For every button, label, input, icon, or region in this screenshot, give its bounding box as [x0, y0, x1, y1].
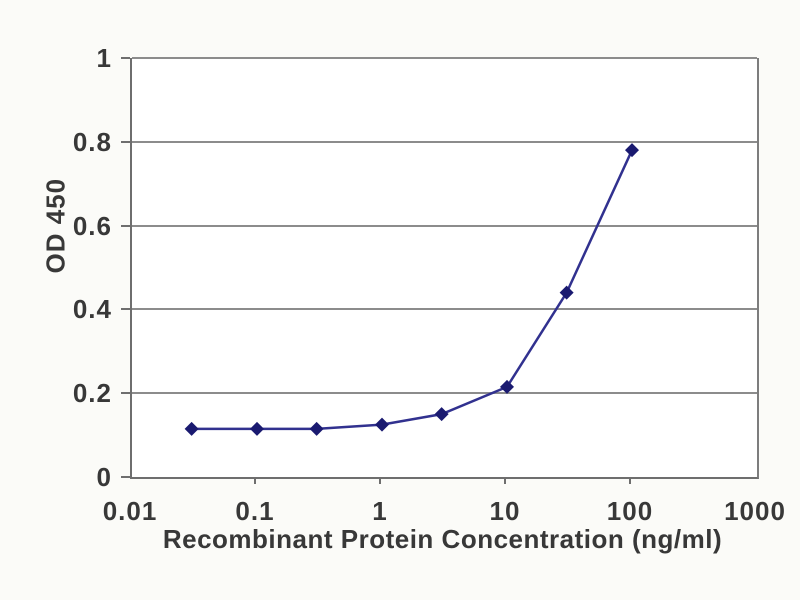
data-point-marker-0.1 — [250, 421, 264, 436]
y-tick-label-0: 0 — [96, 462, 112, 492]
data-point-marker-30 — [559, 285, 574, 300]
x-tick-label-0.01: 0.01 — [102, 496, 158, 526]
x-tick-mark-0.1 — [254, 477, 256, 484]
x-axis-title: Recombinant Protein Concentration (ng/ml… — [162, 524, 723, 554]
data-series-line — [184, 143, 639, 436]
x-tick-label-0.1: 0.1 — [235, 496, 275, 526]
gridline-y-0.4 — [132, 308, 757, 311]
y-tick-mark-0.8 — [121, 140, 130, 143]
y-tick-mark-0 — [121, 476, 130, 478]
y-tick-mark-0.2 — [121, 392, 130, 395]
data-point-marker-0.03 — [184, 421, 199, 436]
x-tick-label-1: 1 — [372, 496, 388, 526]
x-tick-mark-100 — [629, 477, 631, 484]
y-tick-label-1: 1 — [96, 43, 112, 73]
y-tick-label-0.2: 0.2 — [72, 378, 112, 409]
gridline-y-0.2 — [132, 392, 757, 395]
data-point-marker-1 — [375, 417, 389, 432]
y-tick-label-0.8: 0.8 — [72, 126, 112, 157]
gridline-y-0.6 — [132, 224, 757, 227]
x-tick-mark-1 — [379, 477, 381, 484]
gridline-y-1 — [132, 57, 757, 59]
series-polyline — [191, 149, 634, 431]
y-tick-mark-0.6 — [121, 224, 130, 227]
y-tick-label-0.4: 0.4 — [72, 294, 112, 325]
data-point-marker-3 — [434, 407, 449, 422]
x-tick-mark-10 — [504, 477, 506, 484]
y-tick-label-0.6: 0.6 — [72, 210, 112, 241]
data-point-marker-100 — [625, 143, 639, 158]
x-tick-label-1000: 1000 — [724, 496, 786, 526]
x-tick-label-10: 10 — [489, 496, 521, 526]
plot-area — [130, 57, 759, 479]
y-tick-mark-0.4 — [121, 308, 130, 311]
gridline-y-0.8 — [132, 140, 757, 143]
y-tick-mark-1 — [121, 57, 130, 59]
data-point-marker-10 — [500, 379, 514, 394]
x-tick-label-100: 100 — [606, 496, 654, 526]
data-point-marker-0.3 — [309, 421, 324, 436]
